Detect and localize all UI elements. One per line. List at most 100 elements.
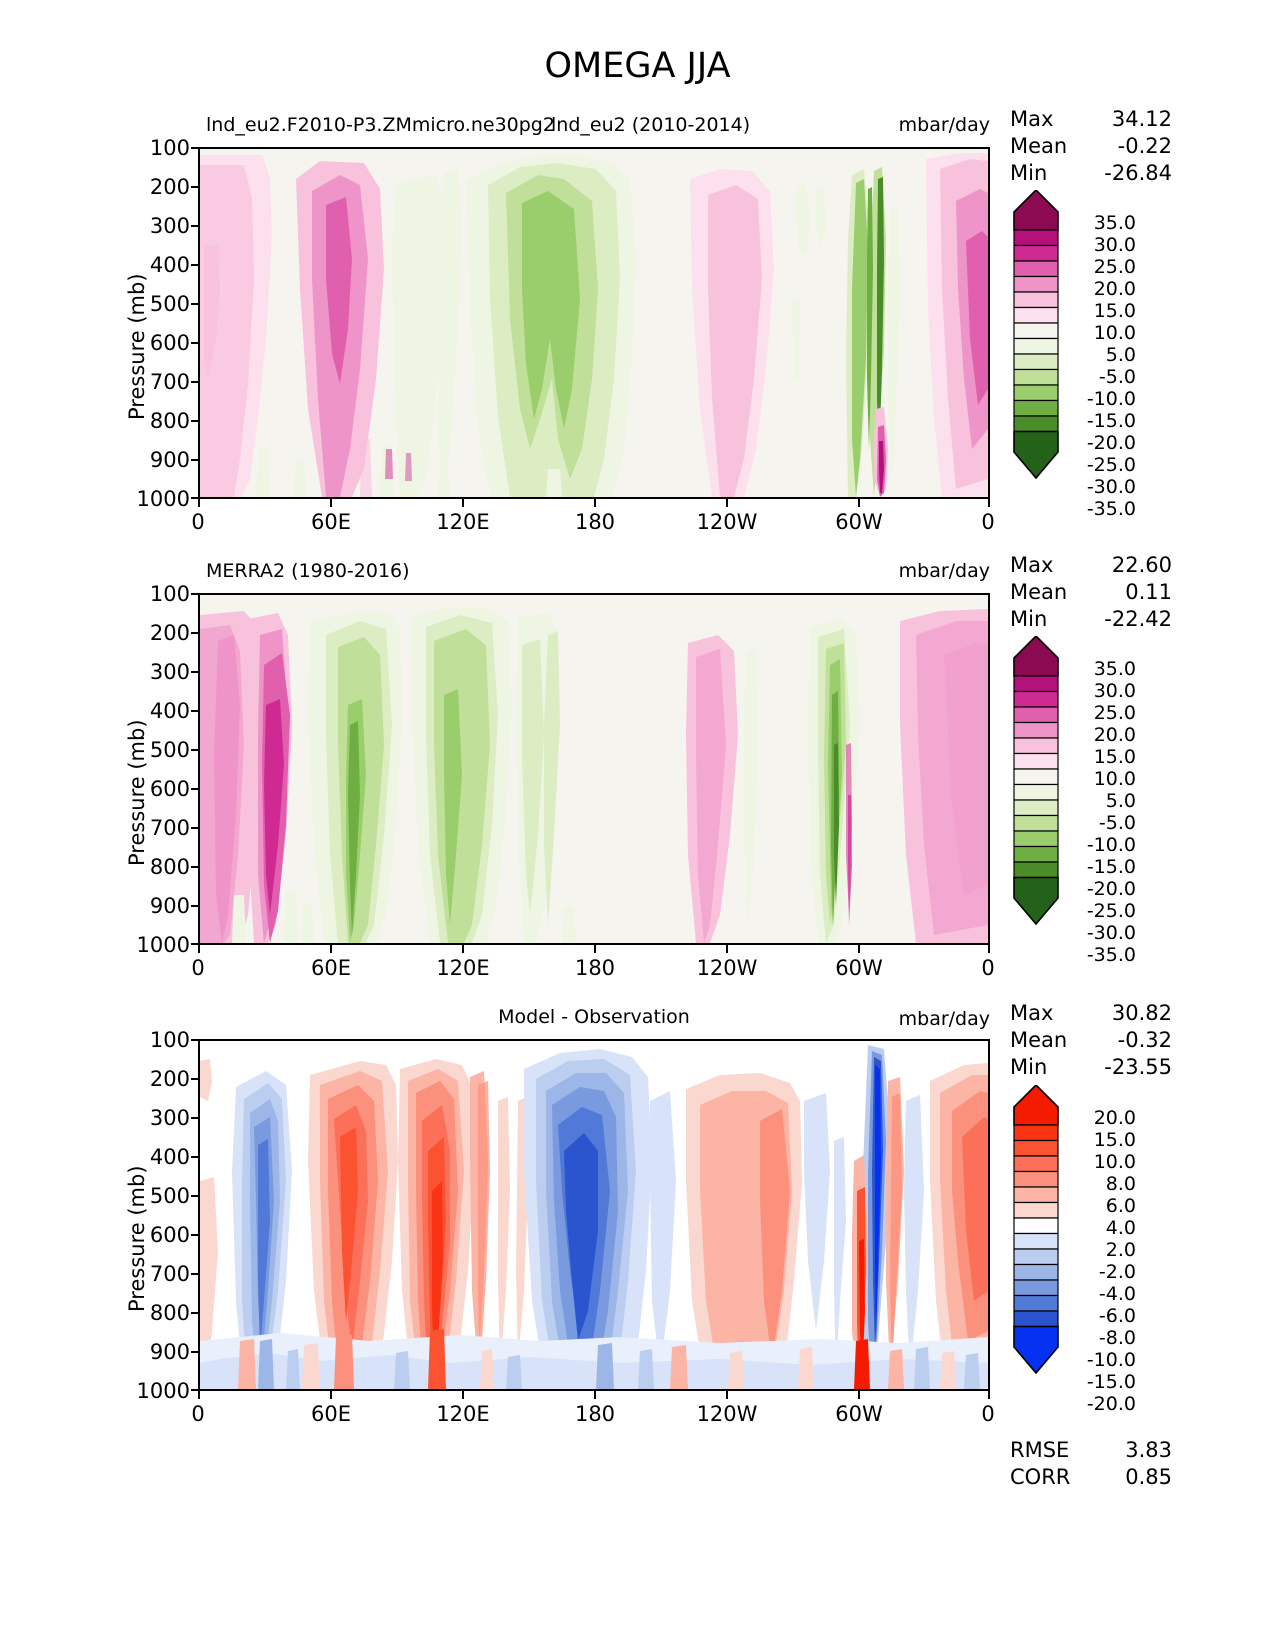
ytick-mark: [191, 264, 198, 266]
panel-observation-contours: [200, 595, 988, 943]
ytick-mark: [191, 381, 198, 383]
cbar-tick: 25.0: [1093, 256, 1136, 278]
stat-row: Mean 0.11: [1010, 579, 1172, 606]
ytick-mark: [191, 342, 198, 344]
cbar-tick: -15.0: [1086, 410, 1136, 432]
ytick-mark: [191, 303, 198, 305]
cbar-tick: -15.0: [1086, 1371, 1136, 1393]
stat-key: Mean: [1010, 134, 1068, 158]
stat-value: 0.11: [1125, 580, 1172, 604]
xtick-mark: [462, 945, 464, 953]
xtick-mark: [858, 945, 860, 953]
ytick-700: 700: [149, 370, 190, 394]
ytick-1000: 1000: [136, 1379, 190, 1403]
xtick-mark: [330, 945, 332, 953]
cbar-tick: -30.0: [1086, 922, 1136, 944]
stat-row: Mean -0.22: [1010, 133, 1172, 160]
stat-key: Max: [1010, 107, 1054, 131]
colorbar-swatches: [1013, 1083, 1059, 1375]
ytick-200: 200: [149, 1067, 190, 1091]
panel-observation-units: mbar/day: [898, 560, 990, 582]
cbar-tick: 8.0: [1105, 1173, 1136, 1195]
xtick-60E: 60E: [311, 510, 351, 534]
panel-difference-contours: [200, 1041, 988, 1389]
ytick-mark: [191, 905, 198, 907]
stat-key: RMSE: [1010, 1438, 1070, 1462]
cbar-tick: -35.0: [1086, 498, 1136, 520]
xtick-360: 0: [981, 1402, 995, 1426]
panel-observation-plot-area: [198, 593, 990, 945]
cbar-tick: -15.0: [1086, 856, 1136, 878]
ytick-mark: [191, 1195, 198, 1197]
ytick-mark: [191, 225, 198, 227]
ytick-mark: [191, 632, 198, 634]
xtick-mark: [462, 1391, 464, 1399]
cbar-tick: 5.0: [1105, 344, 1136, 366]
xtick-mark: [330, 499, 332, 507]
xtick-mark: [726, 1391, 728, 1399]
ytick-1000: 1000: [136, 487, 190, 511]
xtick-180: 180: [574, 956, 616, 980]
ytick-1000: 1000: [136, 933, 190, 957]
colorbar-tick-labels: 20.0 15.0 10.0 8.0 6.0 4.0 2.0 -2.0 -4.0…: [1064, 1107, 1136, 1415]
cbar-tick: 20.0: [1093, 724, 1136, 746]
cbar-tick: -4.0: [1098, 1283, 1136, 1305]
panel-difference-title: Model - Observation: [498, 1006, 690, 1028]
ytick-600: 600: [149, 777, 190, 801]
cbar-tick: -25.0: [1086, 454, 1136, 476]
ytick-mark: [191, 671, 198, 673]
cbar-tick: 15.0: [1093, 300, 1136, 322]
xtick-0: 0: [191, 510, 205, 534]
panel-model-title: lnd_eu2.F2010-P3.ZMmicro.ne30pg2: [206, 114, 555, 136]
cbar-tick: 10.0: [1093, 768, 1136, 790]
ytick-800: 800: [149, 855, 190, 879]
ytick-mark: [191, 1273, 198, 1275]
ytick-300: 300: [149, 214, 190, 238]
cbar-tick: -5.0: [1098, 812, 1136, 834]
xtick-120E: 120E: [436, 1402, 490, 1426]
ytick-100: 100: [149, 1028, 190, 1052]
colorbar-tick-labels: 35.0 30.0 25.0 20.0 15.0 10.0 5.0 -5.0 -…: [1064, 658, 1136, 966]
xtick-60W: 60W: [835, 956, 883, 980]
stat-value: 3.83: [1125, 1438, 1172, 1462]
ytick-mark: [191, 866, 198, 868]
stat-key: Min: [1010, 161, 1048, 185]
ytick-mark: [191, 1078, 198, 1080]
ytick-mark: [191, 749, 198, 751]
ytick-mark: [191, 710, 198, 712]
ytick-100: 100: [149, 582, 190, 606]
cbar-tick: 35.0: [1093, 658, 1136, 680]
stat-row: Min -26.84: [1010, 160, 1172, 187]
colorbar-swatches: [1013, 188, 1059, 480]
cbar-tick: 15.0: [1093, 746, 1136, 768]
xtick-mark: [988, 1391, 990, 1399]
stat-value: 30.82: [1111, 1001, 1172, 1025]
xtick-mark: [198, 945, 200, 953]
stat-row: Mean -0.32: [1010, 1027, 1172, 1054]
stat-key: Mean: [1010, 1028, 1068, 1052]
stat-row: CORR 0.85: [1010, 1464, 1172, 1491]
ytick-mark: [191, 497, 198, 499]
xtick-120W: 120W: [696, 956, 758, 980]
ytick-500: 500: [149, 1184, 190, 1208]
cbar-tick: -5.0: [1098, 366, 1136, 388]
xtick-120W: 120W: [696, 510, 758, 534]
stat-key: Mean: [1010, 580, 1068, 604]
ytick-800: 800: [149, 409, 190, 433]
ytick-mark: [191, 788, 198, 790]
xtick-120E: 120E: [436, 510, 490, 534]
stat-row: Min -23.55: [1010, 1054, 1172, 1081]
stat-row: Max 22.60: [1010, 552, 1172, 579]
cbar-tick: -30.0: [1086, 476, 1136, 498]
cbar-tick: 30.0: [1093, 680, 1136, 702]
xtick-120W: 120W: [696, 1402, 758, 1426]
xtick-0: 0: [191, 1402, 205, 1426]
cbar-tick: -25.0: [1086, 900, 1136, 922]
ytick-mark: [191, 459, 198, 461]
panel-observation-stats: Max 22.60 Mean 0.11 Min -22.42: [1010, 552, 1172, 633]
panel-model-stats: Max 34.12 Mean -0.22 Min -26.84: [1010, 106, 1172, 187]
panel-model-title-overlay: lnd_eu2 (2010-2014): [551, 114, 751, 136]
ytick-600: 600: [149, 1223, 190, 1247]
xtick-mark: [726, 945, 728, 953]
